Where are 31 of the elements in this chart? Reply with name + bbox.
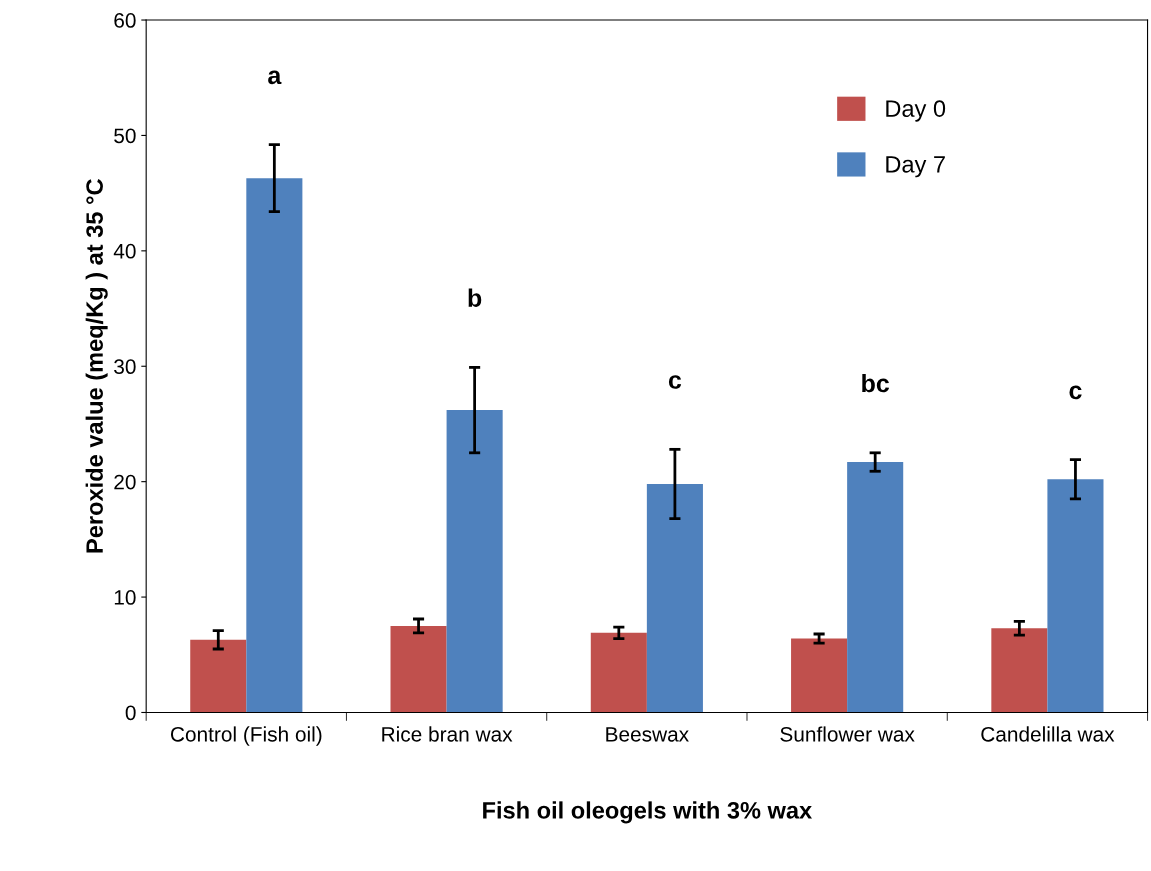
annotation: a [268, 70, 282, 85]
legend-label: Day 0 [886, 100, 946, 122]
annotation: c [1069, 385, 1082, 400]
annotation: b [468, 288, 482, 307]
bar [246, 178, 303, 713]
bar [646, 483, 703, 713]
y-axis-title: Peroxide value (meq/Kg ) at 35 °C [85, 179, 108, 553]
annotation: c [668, 375, 682, 389]
y-tick-label: 40 [113, 243, 136, 259]
legend-label: Day 7 [886, 156, 945, 178]
bar [991, 628, 1048, 713]
y-tick-label: 60 [114, 13, 136, 28]
x-tick-label: Control (Fish oil) [170, 726, 322, 746]
y-tick-label: 50 [114, 128, 136, 144]
y-tick-label: 20 [114, 474, 136, 490]
bar [190, 639, 247, 713]
bar [390, 625, 447, 713]
bar [847, 462, 904, 713]
y-tick-label: 0 [125, 705, 136, 721]
y-tick-label: 30 [114, 359, 136, 375]
bar [446, 410, 503, 713]
x-tick-label: Candelilla wax [981, 726, 1115, 742]
x-tick-label: Beeswax [606, 727, 689, 742]
annotation: bc [862, 373, 890, 393]
bar [791, 638, 848, 713]
y-tick-label: 10 [114, 590, 136, 605]
x-tick-label: Sunflower wax [780, 726, 915, 742]
x-axis-title: Fish oil oleogels with 3% wax [483, 801, 813, 824]
bar [590, 632, 647, 713]
bar [1047, 479, 1104, 713]
x-tick-label: Rice bran wax [382, 726, 513, 742]
